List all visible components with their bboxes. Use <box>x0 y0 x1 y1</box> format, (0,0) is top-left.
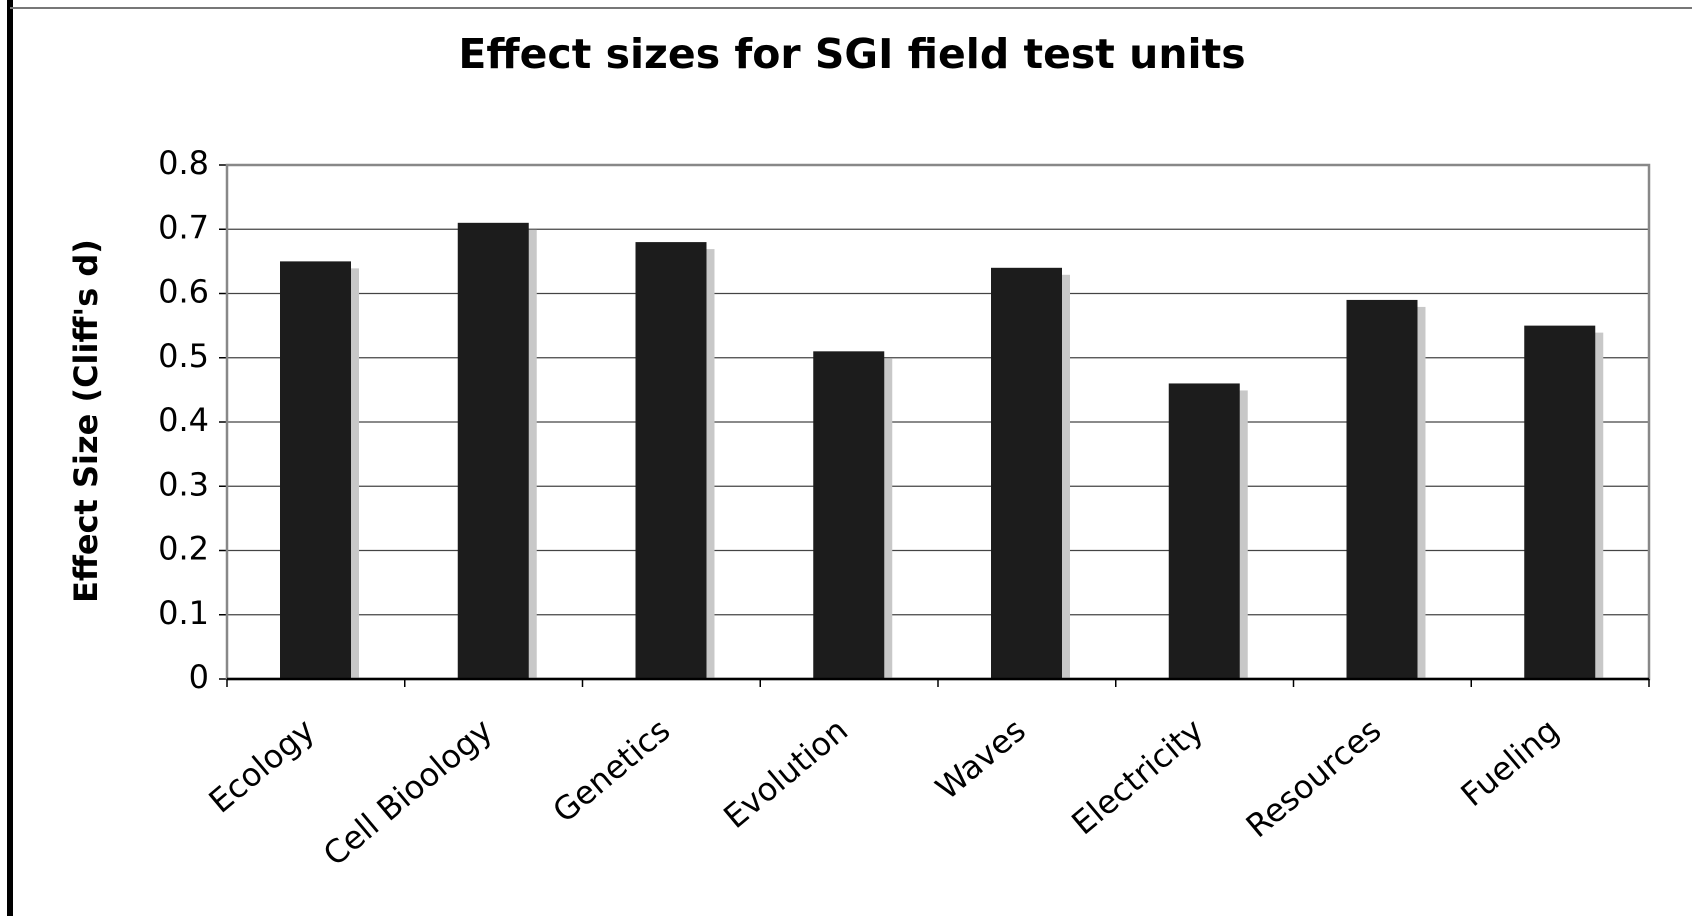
y-tick-label: 0.5 <box>158 337 209 375</box>
bar <box>1168 383 1240 679</box>
y-tick-label: 0.3 <box>158 465 209 503</box>
bar <box>991 267 1062 679</box>
chart-title: Effect sizes for SGI field test units <box>458 30 1245 78</box>
y-tick-label: 0.6 <box>158 273 209 311</box>
y-tick-label: 0.1 <box>158 594 209 632</box>
y-tick-label: 0 <box>189 658 209 696</box>
bar <box>457 222 529 679</box>
bar <box>1524 325 1596 679</box>
bar <box>1346 299 1418 679</box>
bar <box>280 261 351 679</box>
y-tick-label: 0.7 <box>158 208 209 246</box>
y-tick-label: 0.8 <box>158 144 209 182</box>
bar <box>635 242 707 679</box>
y-tick-label: 0.4 <box>158 401 209 439</box>
bar <box>813 351 885 679</box>
y-tick-label: 0.2 <box>158 530 209 568</box>
y-axis-label: Effect Size (Cliff's d) <box>67 239 105 603</box>
